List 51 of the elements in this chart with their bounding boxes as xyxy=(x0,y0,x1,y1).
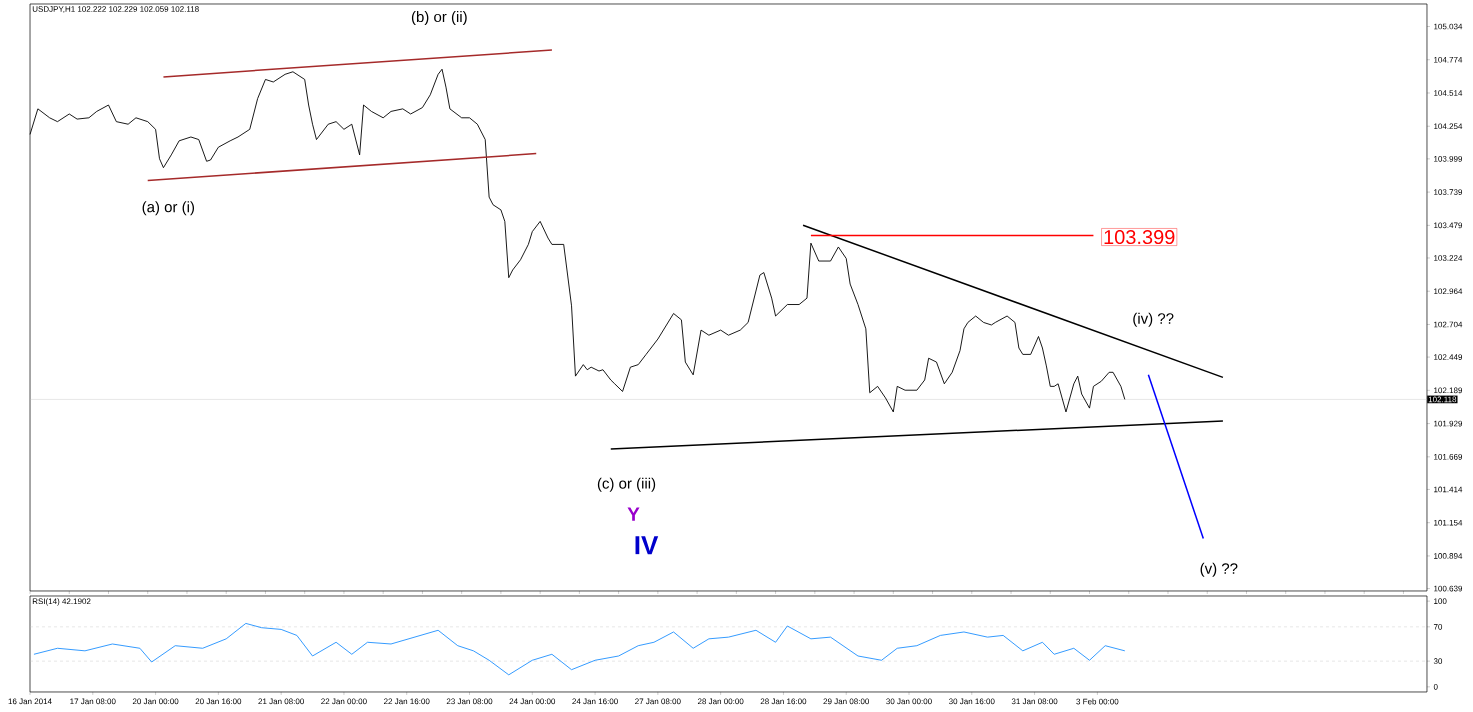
annotation: (v) ?? xyxy=(1200,562,1238,577)
x-tick-label: 21 Jan 08:00 xyxy=(258,698,304,705)
y-tick-label: 104.514 xyxy=(1434,90,1463,96)
chart-title: RSI(14) 42.1902 xyxy=(32,598,91,606)
x-tick-label: 17 Jan 08:00 xyxy=(70,698,116,705)
x-tick-label: 29 Jan 08:00 xyxy=(823,698,870,705)
annotation: IV xyxy=(635,536,659,555)
y-tick-label: 104.774 xyxy=(1434,56,1463,63)
y-tick-label: 104.254 xyxy=(1434,123,1463,130)
y-tick-label: 30 xyxy=(1433,658,1443,664)
y-tick-label: 103.999 xyxy=(1434,156,1463,162)
y-tick-label: 101.154 xyxy=(1434,519,1463,526)
y-tick-label: 0 xyxy=(1433,684,1438,690)
y-tick-label: 103.224 xyxy=(1434,255,1463,261)
annotation: (iv) ?? xyxy=(1133,312,1174,327)
y-tick-label: 100.894 xyxy=(1434,553,1463,559)
y-tick-label: 105.034 xyxy=(1434,23,1463,30)
chart-title: USDJPY,H1 102.222 102.229 102.059 102.118 xyxy=(32,6,199,13)
annotation: 103.399 xyxy=(1104,229,1175,245)
y-tick-label: 100 xyxy=(1434,598,1447,604)
x-tick-label: 27 Jan 08:00 xyxy=(635,698,681,705)
annotation: (b) or (ii) xyxy=(411,11,467,26)
x-tick-label: 30 Jan 16:00 xyxy=(948,698,995,705)
y-tick-label: 101.414 xyxy=(1434,486,1463,493)
x-tick-label: 20 Jan 16:00 xyxy=(195,698,242,705)
x-tick-label: 30 Jan 00:00 xyxy=(886,698,932,705)
y-tick-label: 101.929 xyxy=(1434,420,1463,427)
y-tick-label: 70 xyxy=(1433,624,1443,630)
y-tick-label: 102.964 xyxy=(1434,288,1463,295)
x-tick-label: 23 Jan 08:00 xyxy=(446,698,493,705)
y-tick-label: 102.704 xyxy=(1434,321,1463,328)
x-tick-label: 24 Jan 00:00 xyxy=(509,698,556,705)
x-tick-label: 22 Jan 00:00 xyxy=(321,698,367,705)
x-tick-label: 22 Jan 16:00 xyxy=(384,698,430,705)
x-tick-label: 24 Jan 16:00 xyxy=(572,698,618,705)
x-tick-label: 20 Jan 00:00 xyxy=(132,698,179,705)
x-tick-label: 31 Jan 08:00 xyxy=(1011,698,1058,705)
x-tick-label: 16 Jan 2014 xyxy=(8,698,52,705)
x-tick-label: 28 Jan 00:00 xyxy=(697,698,744,705)
x-tick-label: 3 Feb 00:00 xyxy=(1076,698,1119,705)
annotation: Y xyxy=(627,507,640,521)
y-tick-label: 103.479 xyxy=(1434,222,1463,229)
annotation: (c) or (iii) xyxy=(597,477,656,492)
y-tick-label: 103.739 xyxy=(1434,189,1463,195)
annotation: (a) or (i) xyxy=(142,201,195,216)
y-tick-label: 101.669 xyxy=(1434,454,1463,460)
y-tick-label: 102.189 xyxy=(1434,387,1463,394)
x-tick-label: 28 Jan 16:00 xyxy=(760,698,807,705)
y-tick-label: 100.639 xyxy=(1434,585,1463,592)
ref-line-label: 102.118 xyxy=(1428,396,1457,403)
y-tick-label: 102.449 xyxy=(1434,354,1463,360)
